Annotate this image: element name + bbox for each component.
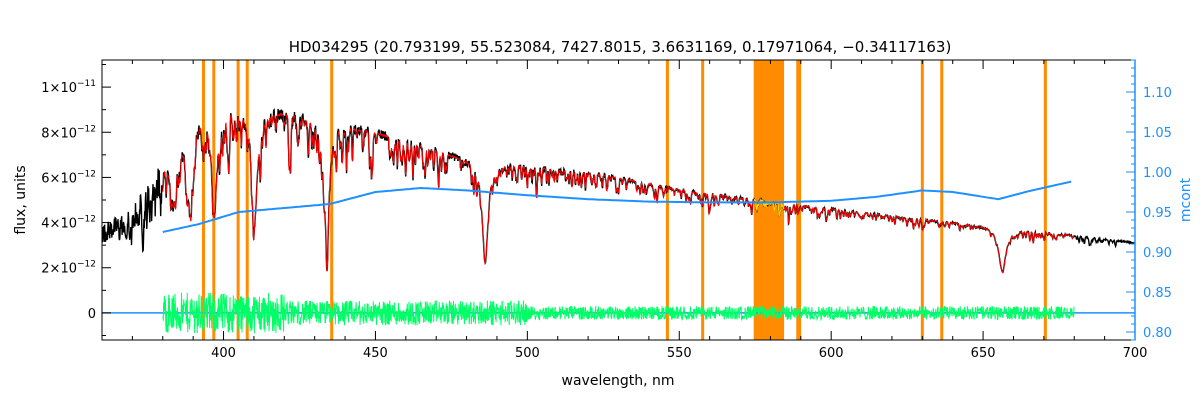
y-tick-exponent: −12 [77,260,96,270]
x-tick-label: 500 [515,346,540,361]
y-tick-label: 0 [88,307,96,322]
y2-tick-label: 0.90 [1143,246,1172,261]
x-tick-label: 650 [971,346,996,361]
y-tick-exponent: −12 [77,169,96,179]
series-layer [102,107,1135,334]
y-tick-label: 1×10−11 [41,79,96,96]
series-model [162,112,1075,274]
y-tick-exponent: −12 [77,124,96,134]
y2-tick-label: 0.80 [1143,326,1172,341]
y2-tick-label: 1.05 [1143,126,1172,141]
y2-tick-label: 1.10 [1143,86,1172,101]
y-tick-mantissa: 6×10 [41,171,77,186]
y-tick-label: 8×10−12 [41,124,96,141]
y-tick-label: 4×10−12 [41,215,96,232]
y-tick-exponent: −12 [77,215,96,225]
x-tick-label: 550 [667,346,692,361]
y-axis-right: 0.80 0.85 0.90 0.95 1.00 1.05 1.10 [1126,59,1172,341]
x-tick-label: 450 [363,346,388,361]
x-tick-label: 400 [211,346,236,361]
y-tick-label: 6×10−12 [41,169,96,186]
x-axis: 400 450 500 550 600 650 700 [101,60,1148,361]
series-residuals [162,292,1075,334]
x-tick-label: 600 [819,346,844,361]
y-tick-mantissa: 8×10 [41,126,77,141]
chart-title: HD034295 (20.793199, 55.523084, 7427.801… [289,38,952,56]
y-tick-exponent: −11 [77,79,96,89]
y-tick-mantissa: 1×10 [41,81,77,96]
y2-axis-label: mcont [1178,177,1194,222]
y2-tick-label: 0.95 [1143,206,1172,221]
y-tick-mantissa: 4×10 [41,217,77,232]
masked-band [753,60,785,340]
y-tick-mantissa: 0 [88,307,96,322]
y-tick-label: 2×10−12 [41,260,96,277]
x-tick-label: 700 [1123,346,1148,361]
y-tick-mantissa: 2×10 [41,262,77,277]
y-axis-left: 02×10−124×10−126×10−128×10−121×10−11 [41,64,111,336]
x-axis-label: wavelength, nm [562,373,675,389]
series-continuum [162,180,1072,233]
masked-regions [201,60,1047,340]
y-axis-label: flux, units [13,165,29,234]
y2-tick-label: 1.00 [1143,166,1172,181]
y2-tick-label: 0.85 [1143,286,1172,301]
